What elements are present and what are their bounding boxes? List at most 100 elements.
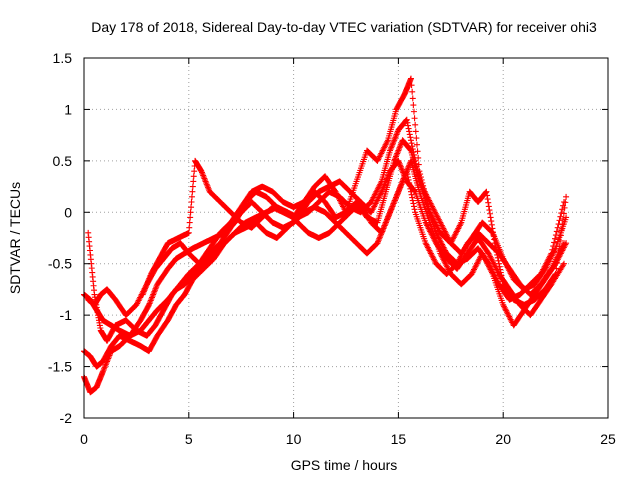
data-point xyxy=(494,254,501,261)
data-point xyxy=(555,248,562,255)
data-point xyxy=(557,232,564,239)
data-point xyxy=(409,194,416,201)
data-point xyxy=(404,122,411,129)
data-point xyxy=(407,134,414,141)
data-point xyxy=(145,302,152,309)
data-point xyxy=(410,108,417,115)
data-point xyxy=(552,235,559,242)
data-point xyxy=(186,219,193,226)
data-point xyxy=(406,131,413,138)
data-point xyxy=(406,179,413,186)
y-tick-label: -1.5 xyxy=(48,359,72,375)
data-point xyxy=(485,203,492,210)
grid-lines xyxy=(84,58,608,418)
data-point xyxy=(407,188,414,195)
data-point xyxy=(554,224,561,231)
data-point xyxy=(186,224,193,231)
data-point xyxy=(498,272,505,279)
y-axis-label: SDTVAR / TECUs xyxy=(7,182,23,294)
axis-ticks xyxy=(83,57,609,419)
y-tick-label: 0.5 xyxy=(53,153,73,169)
data-point xyxy=(492,243,499,250)
data-point xyxy=(187,214,194,221)
data-point xyxy=(557,237,564,244)
x-tick-label: 10 xyxy=(286,431,302,447)
data-point xyxy=(484,196,491,203)
data-point xyxy=(490,229,497,236)
data-point xyxy=(188,199,195,205)
data-point xyxy=(551,272,558,279)
y-tick-labels: -2 -1.5 -1 -0.5 0 0.5 1 1.5 xyxy=(48,50,72,426)
data-point xyxy=(426,206,433,213)
data-point xyxy=(409,95,416,102)
data-point xyxy=(185,229,192,236)
data-point xyxy=(407,185,414,192)
data-point xyxy=(494,251,501,258)
data-point xyxy=(496,260,503,267)
x-tick-label: 15 xyxy=(391,431,407,447)
data-point xyxy=(407,137,414,144)
data-point xyxy=(496,263,503,270)
data-point xyxy=(409,88,416,95)
chart-title: Day 178 of 2018, Sidereal Day-to-day VTE… xyxy=(91,19,597,35)
data-point xyxy=(415,161,422,168)
data-point xyxy=(418,176,425,183)
data-point xyxy=(404,119,411,126)
data-point xyxy=(554,254,561,261)
data-point xyxy=(552,271,559,277)
data-point xyxy=(559,221,566,228)
data-point xyxy=(423,197,430,204)
x-axis-label: GPS time / hours xyxy=(291,457,398,473)
y-tick-label: -2 xyxy=(60,410,73,426)
data-point xyxy=(190,178,197,185)
data-point xyxy=(563,193,570,200)
data-point xyxy=(497,269,504,276)
data-point xyxy=(554,259,561,266)
data-point xyxy=(187,209,194,216)
data-point xyxy=(487,214,494,221)
data-point xyxy=(485,199,492,206)
data-point xyxy=(487,210,494,217)
data-point xyxy=(408,191,415,198)
y-tick-label: -1 xyxy=(60,307,73,323)
data-point xyxy=(403,116,410,123)
x-tick-label: 0 xyxy=(80,431,88,447)
data-point xyxy=(489,225,496,232)
data-point xyxy=(190,173,197,180)
data-point xyxy=(491,236,498,243)
x-tick-label: 5 xyxy=(185,431,193,447)
data-point xyxy=(405,176,412,183)
data-point xyxy=(560,210,567,217)
data-point xyxy=(421,188,428,195)
data-point xyxy=(413,141,420,148)
data-point xyxy=(483,188,490,195)
data-point xyxy=(556,243,563,250)
data-point xyxy=(405,125,412,132)
data-point xyxy=(407,146,414,153)
data-point xyxy=(420,182,427,189)
data-point xyxy=(495,257,502,264)
y-tick-label: 0 xyxy=(64,204,72,220)
data-point xyxy=(556,217,563,224)
data-point xyxy=(409,197,416,204)
data-point xyxy=(411,206,418,213)
data-point xyxy=(412,121,419,128)
data-point xyxy=(417,171,424,178)
data-point xyxy=(188,204,195,211)
data-point xyxy=(493,248,500,255)
data-point xyxy=(188,193,195,200)
data-point xyxy=(423,194,430,201)
data-point xyxy=(499,278,506,285)
data-point xyxy=(417,174,424,181)
data-point xyxy=(413,135,420,142)
x-tick-labels: 0 5 10 15 20 25 xyxy=(80,431,616,447)
data-point xyxy=(482,189,489,196)
data-point xyxy=(189,183,196,190)
data-point xyxy=(410,203,417,210)
data-point xyxy=(408,140,415,147)
data-point xyxy=(189,188,196,195)
data-point xyxy=(558,226,565,233)
data-point xyxy=(497,266,504,273)
data-point xyxy=(490,232,497,239)
